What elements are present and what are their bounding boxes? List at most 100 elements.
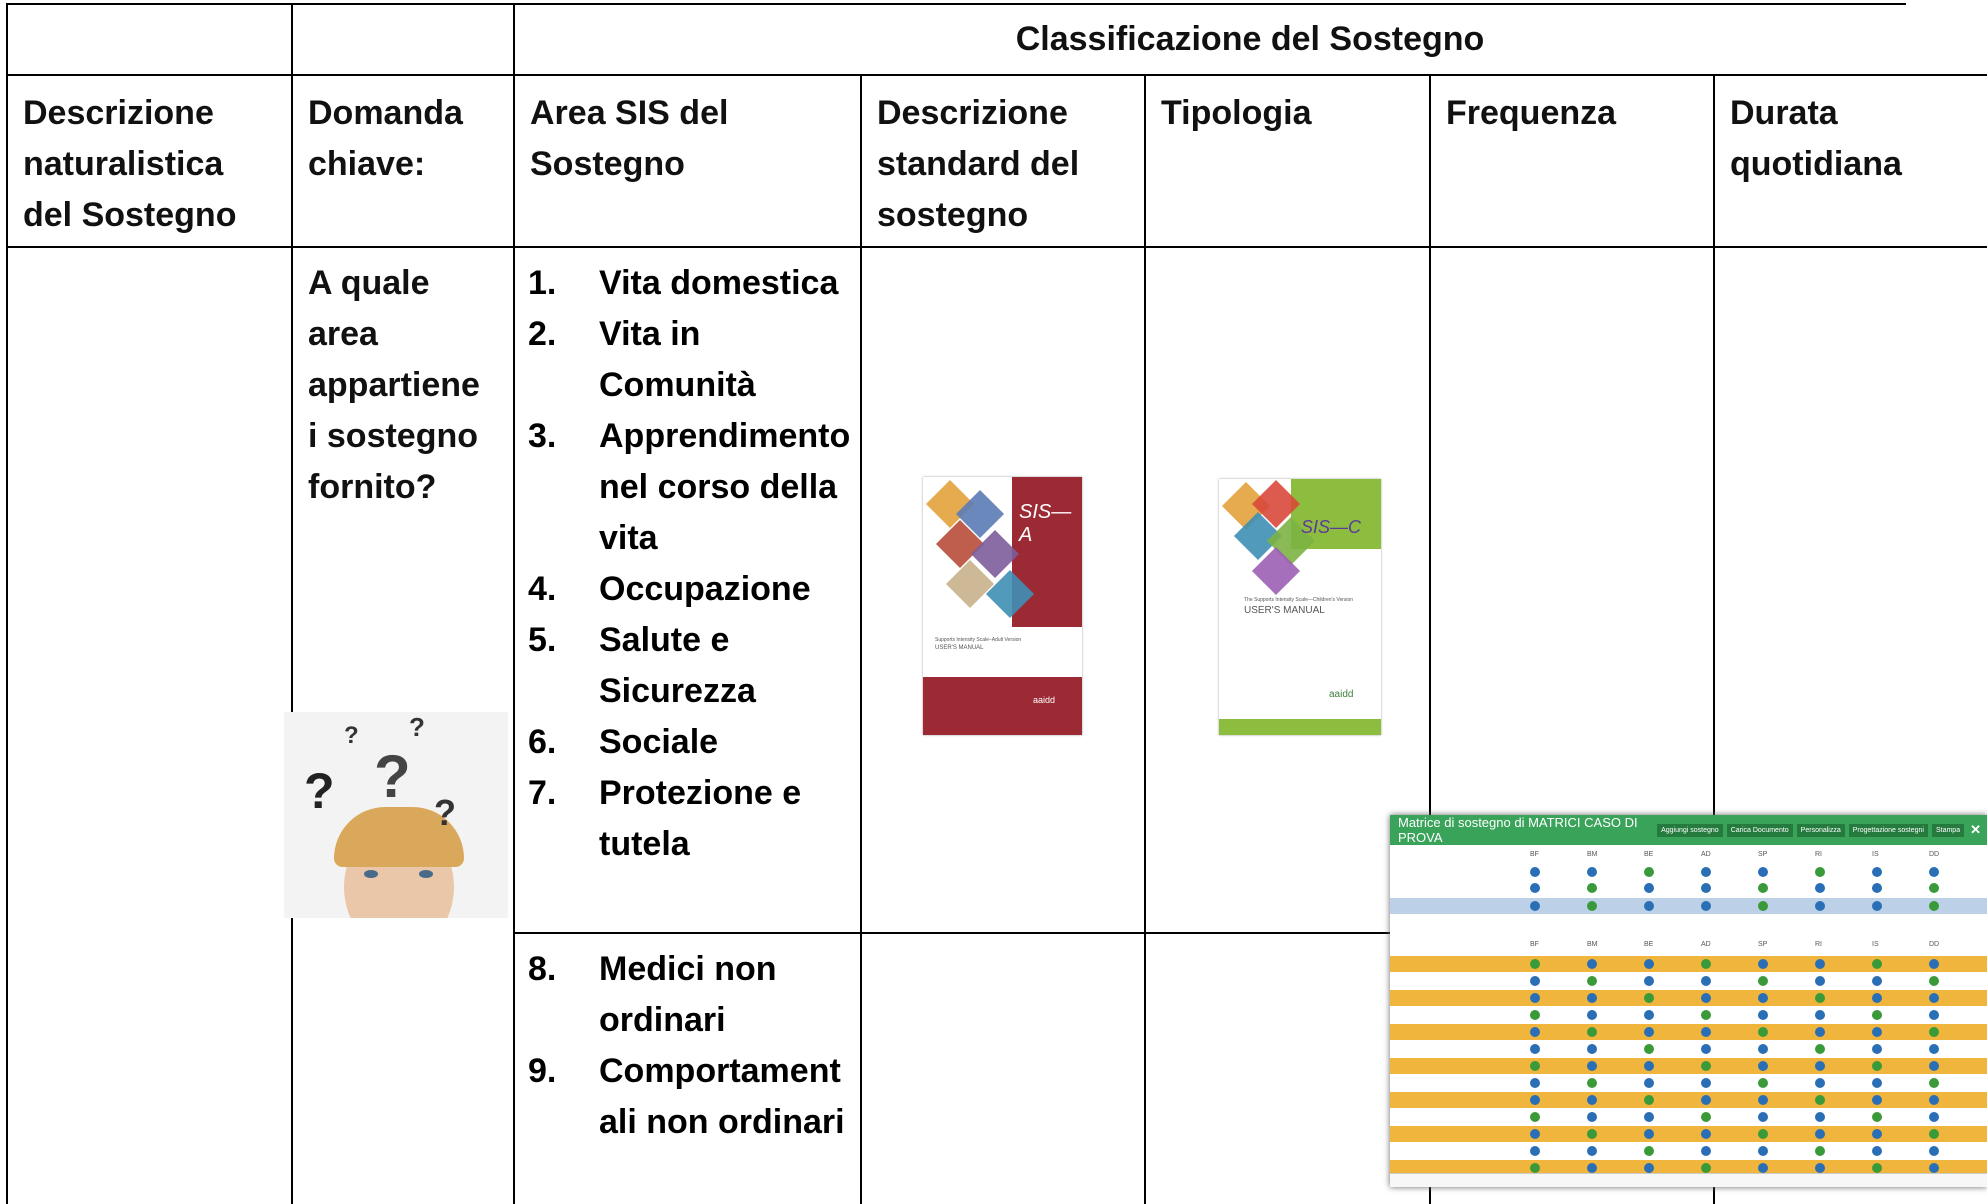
matrix-column: BF — [1530, 941, 1539, 948]
matrix-band — [1390, 1160, 1987, 1176]
matrix-icon — [1929, 976, 1939, 986]
matrix-icon — [1758, 976, 1768, 986]
cover-manual: USER'S MANUAL — [935, 645, 984, 651]
area-item: 8. Medici non ordinari — [528, 944, 858, 1046]
matrix-icon — [1815, 1129, 1825, 1139]
matrix-icon — [1758, 959, 1768, 969]
matrix-icon — [1644, 1027, 1654, 1037]
matrix-icon — [1815, 901, 1825, 911]
area-item: 2. Vita in Comunità — [528, 309, 858, 411]
matrix-icon — [1587, 976, 1597, 986]
matrix-icon — [1815, 867, 1825, 877]
matrix-icon — [1644, 883, 1654, 893]
area-number: 3. — [528, 417, 557, 455]
area-number: 4. — [528, 570, 557, 608]
matrix-icon — [1530, 1010, 1540, 1020]
column-header: Frequenza — [1446, 94, 1617, 132]
matrix-icon — [1530, 1129, 1540, 1139]
border — [6, 3, 1906, 5]
border — [1144, 75, 1146, 1204]
matrix-column: RI — [1815, 851, 1822, 858]
matrix-icon — [1530, 1095, 1540, 1105]
matrix-icon — [1929, 1044, 1939, 1054]
area-number: 8. — [528, 950, 557, 988]
matrix-icon — [1587, 1095, 1597, 1105]
matrix-icon — [1929, 901, 1939, 911]
matrix-icon — [1815, 1044, 1825, 1054]
matrix-icon — [1758, 867, 1768, 877]
matrix-icon — [1701, 883, 1711, 893]
matrix-icon — [1872, 993, 1882, 1003]
area-text: Occupazione — [599, 570, 811, 608]
matrix-icon — [1530, 883, 1540, 893]
area-text: Vita in Comunità — [599, 315, 756, 404]
matrix-icon — [1872, 1061, 1882, 1071]
matrix-band — [1390, 1126, 1987, 1142]
matrix-icon — [1758, 1129, 1768, 1139]
area-number: 2. — [528, 315, 557, 353]
matrix-icon — [1929, 1095, 1939, 1105]
matrix-icon — [1644, 1163, 1654, 1173]
area-text: Apprendimento nel corso della vita — [599, 417, 851, 557]
area-item: 1. Vita domestica — [528, 258, 858, 309]
matrix-icon — [1701, 1044, 1711, 1054]
sis-c-cover: SIS—C The Supports Intensity Scale—Child… — [1219, 479, 1381, 735]
matrix-icon — [1872, 1010, 1882, 1020]
matrix-icon — [1530, 976, 1540, 986]
matrix-icon — [1701, 1061, 1711, 1071]
matrix-column: IS — [1872, 941, 1879, 948]
matrix-icon — [1872, 867, 1882, 877]
border — [6, 3, 8, 1204]
area-text: Protezione e tutela — [599, 774, 802, 863]
matrix-icon — [1644, 1078, 1654, 1088]
cover-title: SIS—A — [1019, 501, 1072, 546]
matrix-icon — [1929, 1146, 1939, 1156]
matrix-icon — [1587, 1146, 1597, 1156]
matrix-icon — [1758, 883, 1768, 893]
matrix-icon — [1701, 1010, 1711, 1020]
matrix-icon — [1587, 1078, 1597, 1088]
column-header: Durata quotidiana — [1730, 94, 1902, 183]
cover-publisher: aaidd — [1033, 695, 1056, 705]
matrix-icon — [1701, 901, 1711, 911]
matrix-icon — [1701, 1078, 1711, 1088]
matrix-icon — [1587, 1010, 1597, 1020]
matrix-icon — [1530, 1044, 1540, 1054]
matrix-icon — [1758, 1027, 1768, 1037]
matrix-icon — [1815, 959, 1825, 969]
column-header: Descrizione standard del sostegno — [877, 94, 1080, 234]
matrix-icon — [1644, 867, 1654, 877]
cover-publisher: aaidd — [1329, 689, 1354, 700]
area-item: 3. Apprendimento nel corso della vita — [528, 411, 858, 564]
matrix-icon — [1530, 901, 1540, 911]
matrix-icon — [1701, 959, 1711, 969]
area-number: 6. — [528, 723, 557, 761]
matrix-icon — [1872, 901, 1882, 911]
matrix-column: DD — [1929, 851, 1940, 858]
matrix-icon — [1587, 883, 1597, 893]
matrix-icon — [1815, 976, 1825, 986]
matrix-icon — [1872, 1078, 1882, 1088]
matrix-icon — [1929, 959, 1939, 969]
matrix-icon — [1758, 901, 1768, 911]
matrix-column: DD — [1929, 941, 1940, 948]
matrix-icon — [1644, 1010, 1654, 1020]
matrix-icon — [1758, 1010, 1768, 1020]
matrix-icon — [1872, 959, 1882, 969]
matrix-icon — [1701, 1129, 1711, 1139]
matrix-icon — [1701, 1095, 1711, 1105]
matrix-icon — [1530, 993, 1540, 1003]
matrix-screenshot: Matrice di sostegno di MATRICI CASO DI P… — [1390, 815, 1987, 1187]
matrix-title-bar: Matrice di sostegno di MATRICI CASO DI P… — [1390, 815, 1987, 845]
matrix-icon — [1530, 867, 1540, 877]
matrix-icon — [1701, 1146, 1711, 1156]
matrix-icon — [1644, 1095, 1654, 1105]
matrix-icon — [1587, 867, 1597, 877]
area-item: 6. Sociale — [528, 717, 858, 768]
matrix-icon — [1701, 1112, 1711, 1122]
cover-manual: USER'S MANUAL — [1244, 605, 1325, 616]
matrix-icon — [1872, 976, 1882, 986]
matrix-icon — [1815, 1163, 1825, 1173]
matrix-icon — [1815, 1146, 1825, 1156]
